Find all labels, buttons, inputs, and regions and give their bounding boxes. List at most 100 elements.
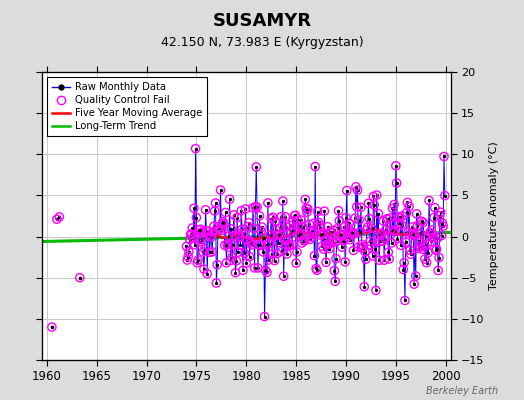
Point (348, 230, 357, 236)
Point (202, 228, 211, 234)
Point (411, 233, 419, 239)
Point (201, 206, 210, 213)
Point (289, 226, 298, 233)
Point (439, 223, 447, 229)
Point (273, 250, 281, 257)
Point (234, 249, 242, 255)
Point (397, 242, 405, 248)
Point (253, 204, 261, 210)
Point (219, 219, 227, 225)
Point (187, 231, 195, 237)
Point (313, 267, 321, 274)
Point (364, 200, 373, 206)
Point (407, 251, 415, 258)
Point (75, 274, 84, 281)
Point (275, 231, 283, 238)
Point (329, 227, 337, 234)
Point (301, 196, 310, 203)
Point (329, 240, 337, 246)
Point (221, 209, 230, 216)
Point (434, 267, 442, 274)
Point (224, 244, 232, 250)
Point (198, 236, 206, 242)
Point (327, 229, 335, 235)
Point (318, 243, 326, 250)
Point (247, 240, 256, 246)
Point (234, 249, 242, 255)
Point (407, 251, 415, 258)
Point (215, 226, 224, 232)
Point (377, 230, 386, 236)
Point (412, 211, 421, 217)
Point (250, 265, 259, 271)
Point (266, 232, 275, 238)
Point (252, 164, 260, 170)
Point (438, 220, 446, 226)
Point (383, 216, 391, 222)
Point (292, 260, 300, 266)
Point (309, 231, 317, 237)
Point (438, 232, 446, 239)
Point (367, 225, 376, 231)
Point (428, 227, 436, 233)
Point (434, 267, 442, 274)
Point (431, 247, 440, 253)
Point (405, 203, 413, 210)
Point (295, 233, 303, 239)
Point (276, 225, 285, 231)
Point (318, 243, 326, 250)
Point (249, 225, 258, 232)
Point (307, 228, 315, 235)
Point (364, 200, 373, 206)
Point (188, 225, 196, 231)
Point (229, 242, 237, 248)
Point (381, 235, 389, 242)
Point (387, 226, 395, 233)
Point (75, 274, 84, 281)
Point (227, 226, 235, 232)
Point (405, 203, 413, 210)
Point (313, 267, 321, 274)
Point (299, 237, 308, 243)
Point (55, 214, 63, 220)
Point (231, 232, 239, 239)
Point (259, 249, 267, 255)
Point (373, 233, 381, 240)
Point (385, 256, 394, 262)
Point (288, 241, 296, 248)
Point (387, 226, 395, 233)
Point (255, 242, 263, 248)
Point (213, 262, 222, 268)
Point (251, 203, 259, 210)
Point (212, 280, 221, 286)
Point (363, 224, 372, 230)
Point (436, 209, 445, 216)
Point (314, 219, 323, 226)
Point (281, 214, 290, 220)
Point (398, 213, 407, 219)
Point (212, 280, 221, 286)
Point (356, 229, 364, 235)
Point (192, 214, 201, 221)
Point (283, 251, 291, 257)
Point (432, 246, 441, 252)
Point (225, 233, 233, 239)
Point (413, 222, 422, 229)
Point (430, 214, 438, 221)
Point (341, 259, 350, 265)
Point (241, 250, 249, 256)
Point (198, 236, 206, 242)
Point (387, 240, 396, 246)
Point (235, 233, 244, 240)
Point (352, 184, 360, 190)
Point (277, 214, 286, 220)
Point (218, 220, 226, 227)
Point (378, 238, 387, 244)
Point (422, 260, 431, 266)
Point (187, 232, 195, 238)
Point (403, 199, 412, 206)
Point (383, 216, 391, 222)
Point (359, 244, 368, 250)
Point (224, 244, 232, 250)
Point (256, 242, 265, 248)
